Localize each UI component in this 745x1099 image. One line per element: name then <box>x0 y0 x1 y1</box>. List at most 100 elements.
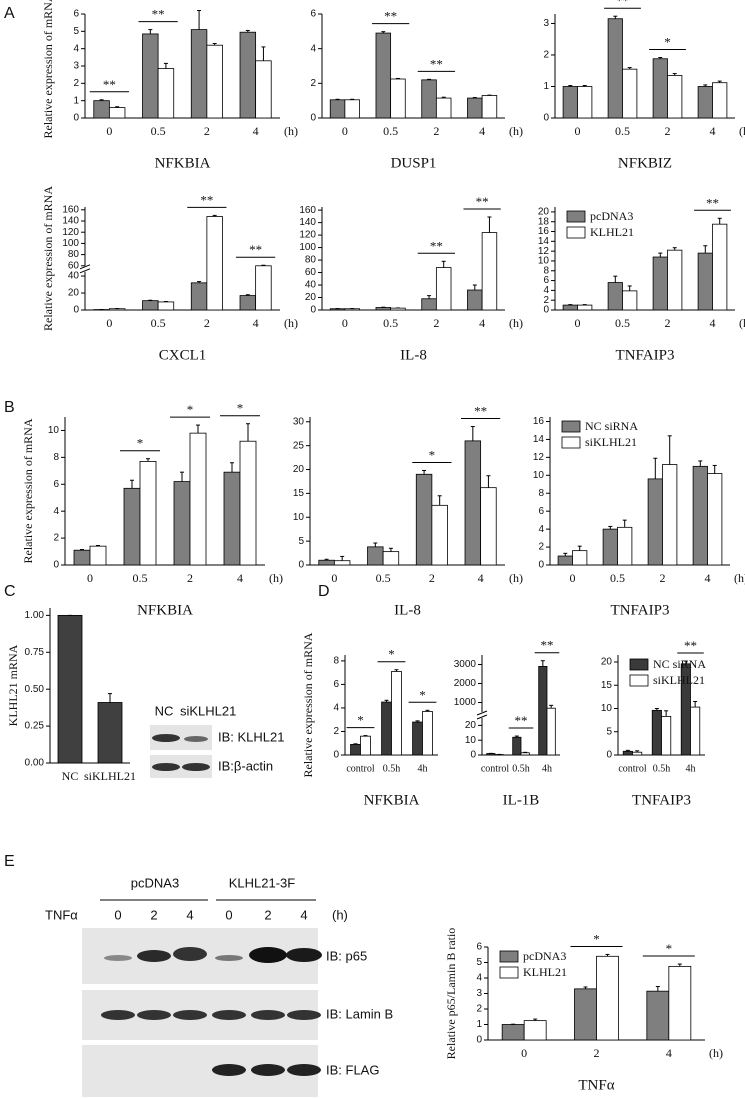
x-tick-label: 0 <box>331 571 337 585</box>
bar <box>652 256 668 311</box>
x-tick-label: 0 <box>106 316 112 330</box>
significance-label: * <box>593 931 600 946</box>
y-tick-label: 10 <box>533 470 545 481</box>
x-tick-label: control <box>618 763 647 774</box>
y-tick-label: 2 <box>543 295 549 306</box>
x-unit: (h) <box>509 571 523 585</box>
y-tick-label: 2 <box>310 78 316 89</box>
time-unit: (h) <box>332 907 348 922</box>
axis-break-mark <box>476 714 488 720</box>
bar <box>464 440 482 566</box>
bar <box>390 78 406 119</box>
significance-label: ** <box>476 194 489 209</box>
y-tick-label: 80 <box>305 255 317 266</box>
x-tick-label: 2 <box>187 571 193 585</box>
band <box>173 947 207 961</box>
legend-label: KLHL21 <box>590 225 634 239</box>
significance-label: * <box>137 436 144 451</box>
y-tick-label: 0 <box>543 113 549 124</box>
panel-letter: D <box>318 583 330 600</box>
y-tick-label: 60 <box>68 260 80 271</box>
x-tick-label: 0.5 <box>610 571 625 585</box>
bar <box>667 75 683 119</box>
y-axis-title: Relative expression of mRNA <box>41 0 55 138</box>
bar <box>572 550 588 566</box>
y-tick-label: 8 <box>538 488 544 499</box>
y-tick-label: 20 <box>293 464 305 475</box>
y-tick-label: 5 <box>298 536 304 547</box>
x-axis-title: TNFAIP3 <box>611 602 670 618</box>
bar <box>108 107 126 119</box>
y-tick-label: 1 <box>73 95 79 106</box>
y-tick-label: 1 <box>543 81 549 92</box>
y-tick-label: 0 <box>310 305 316 316</box>
y-tick-label: 15 <box>293 488 305 499</box>
y-tick-label: 20 <box>68 288 80 299</box>
bar <box>622 68 638 119</box>
y-tick-label: 12 <box>538 246 550 257</box>
bar <box>577 304 593 311</box>
bar <box>520 752 530 756</box>
legend-swatch <box>629 674 649 687</box>
y-tick-label: 2 <box>53 533 59 544</box>
bar <box>435 267 452 311</box>
legend-label: NC siRNA <box>653 657 706 671</box>
significance-label: * <box>237 401 244 416</box>
y-tick-label: 8 <box>53 452 59 463</box>
legend-label: pcDNA3 <box>523 949 566 963</box>
band <box>287 1010 321 1020</box>
bar <box>546 707 556 756</box>
x-tick-label: 2 <box>433 124 439 138</box>
y-tick-label: 6 <box>53 479 59 490</box>
blot-label: IB: Lamin B <box>326 1006 393 1021</box>
bar <box>712 223 728 311</box>
x-tick-label: control <box>346 763 375 774</box>
x-tick-label: 0.5h <box>383 763 401 774</box>
x-axis-title: IL-8 <box>400 347 427 363</box>
bar <box>142 300 159 311</box>
x-axis-title: IL-1B <box>503 792 540 808</box>
panel-letter: C <box>4 583 16 600</box>
y-tick-label: 100 <box>62 238 79 249</box>
bar <box>350 744 361 756</box>
bar <box>344 99 360 119</box>
bar <box>382 551 400 566</box>
x-tick-label: 0.5h <box>512 763 530 774</box>
bar <box>173 481 191 566</box>
bar <box>189 432 207 566</box>
y-tick-label: 140 <box>62 216 79 227</box>
bar <box>662 464 678 566</box>
x-tick-label: 0.5 <box>383 316 398 330</box>
y-tick-label: 8 <box>333 656 339 667</box>
y-tick-label: 6 <box>310 9 316 20</box>
y-tick-label: 0 <box>298 560 304 571</box>
bar <box>562 304 578 311</box>
bar <box>480 487 497 566</box>
bar <box>360 735 371 756</box>
bar <box>239 31 257 119</box>
bar <box>157 68 175 119</box>
y-tick-label: 6 <box>476 942 482 953</box>
y-tick-label: 0 <box>538 560 544 571</box>
band <box>249 947 287 963</box>
bar <box>421 298 437 311</box>
x-unit: (h) <box>734 571 745 585</box>
x-tick-label: 0 <box>575 124 581 138</box>
x-tick-label: 4h <box>542 763 552 774</box>
x-tick-label: 0.5 <box>133 571 148 585</box>
axis-break <box>477 712 487 718</box>
x-tick-label: 2 <box>433 316 439 330</box>
significance-label: ** <box>616 0 629 8</box>
legend-swatch <box>499 950 519 963</box>
legend-label: KLHL21 <box>523 965 567 979</box>
bar <box>421 79 437 119</box>
y-tick-label: 10 <box>601 703 613 714</box>
x-tick-label: 2 <box>665 124 671 138</box>
significance-label: * <box>429 447 436 462</box>
y-tick-label: 20 <box>601 657 613 668</box>
y-tick-label: 1000 <box>454 697 477 708</box>
band <box>182 763 210 771</box>
y-tick-label: 0 <box>53 560 59 571</box>
bar <box>375 32 392 119</box>
